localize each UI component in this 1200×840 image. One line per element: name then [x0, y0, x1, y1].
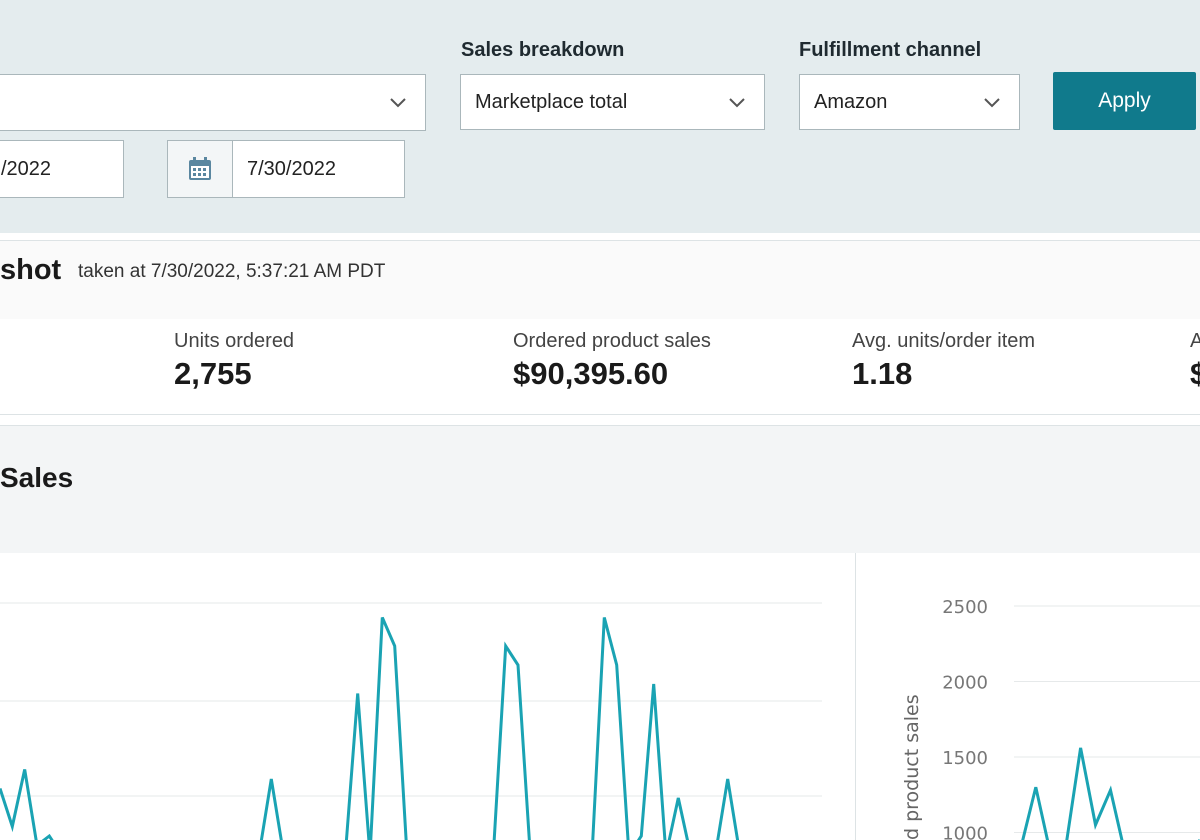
series-line [0, 616, 740, 840]
chevron-down-icon [984, 98, 1000, 108]
metric-value-cut: $ [1190, 356, 1200, 391]
sales-breakdown-select[interactable]: Marketplace total [460, 74, 765, 130]
end-date-value: 7/30/2022 [247, 157, 336, 180]
metric-label-cut: A [1190, 330, 1200, 352]
snapshot-title: shot [0, 254, 62, 286]
metric-label-ordered-product-sales: Ordered product sales [513, 330, 711, 352]
sales-title: Sales [0, 462, 74, 493]
fulfillment-channel-select[interactable]: Amazon [799, 74, 1020, 130]
sales-breakdown-value: Marketplace total [475, 90, 628, 113]
calendar-button[interactable] [167, 140, 233, 198]
metrics-row [0, 319, 1200, 415]
metric-value-avg-units: 1.18 [852, 356, 913, 391]
fulfillment-channel-value: Amazon [814, 90, 888, 113]
metric-label-units-ordered: Units ordered [174, 330, 295, 352]
sales-header [0, 425, 1200, 555]
snapshot-bar [0, 240, 1200, 320]
metric-label-avg-units: Avg. units/order item [852, 330, 1036, 352]
units-ordered-chart [0, 602, 822, 840]
start-date-input[interactable]: /2022 [0, 140, 124, 198]
apply-button[interactable]: Apply [1053, 72, 1196, 130]
series-line [1021, 747, 1200, 840]
first-select[interactable] [0, 74, 426, 131]
fulfillment-channel-label: Fulfillment channel [799, 39, 982, 61]
metric-value-ordered-product-sales: $90,395.60 [513, 356, 669, 391]
snapshot-timestamp: taken at 7/30/2022, 5:37:21 AM PDT [78, 261, 386, 282]
y-tick-label: 1500 [942, 748, 988, 769]
end-date-input[interactable]: 7/30/2022 [232, 140, 405, 198]
ordered-product-sales-chart: 2500 2000 1500 1000 d product sales [901, 597, 1200, 840]
y-axis-label: d product sales [901, 694, 923, 840]
start-date-value: /2022 [1, 157, 52, 180]
y-tick-label: 2500 [942, 597, 988, 618]
y-tick-label: 1000 [942, 824, 988, 840]
chevron-down-icon [729, 98, 745, 108]
y-tick-label: 2000 [942, 673, 988, 694]
calendar-icon [189, 157, 211, 180]
chart-divider [855, 553, 856, 840]
chevron-down-icon [390, 98, 406, 108]
metric-value-units-ordered: 2,755 [174, 356, 252, 391]
sales-breakdown-label: Sales breakdown [461, 39, 625, 61]
